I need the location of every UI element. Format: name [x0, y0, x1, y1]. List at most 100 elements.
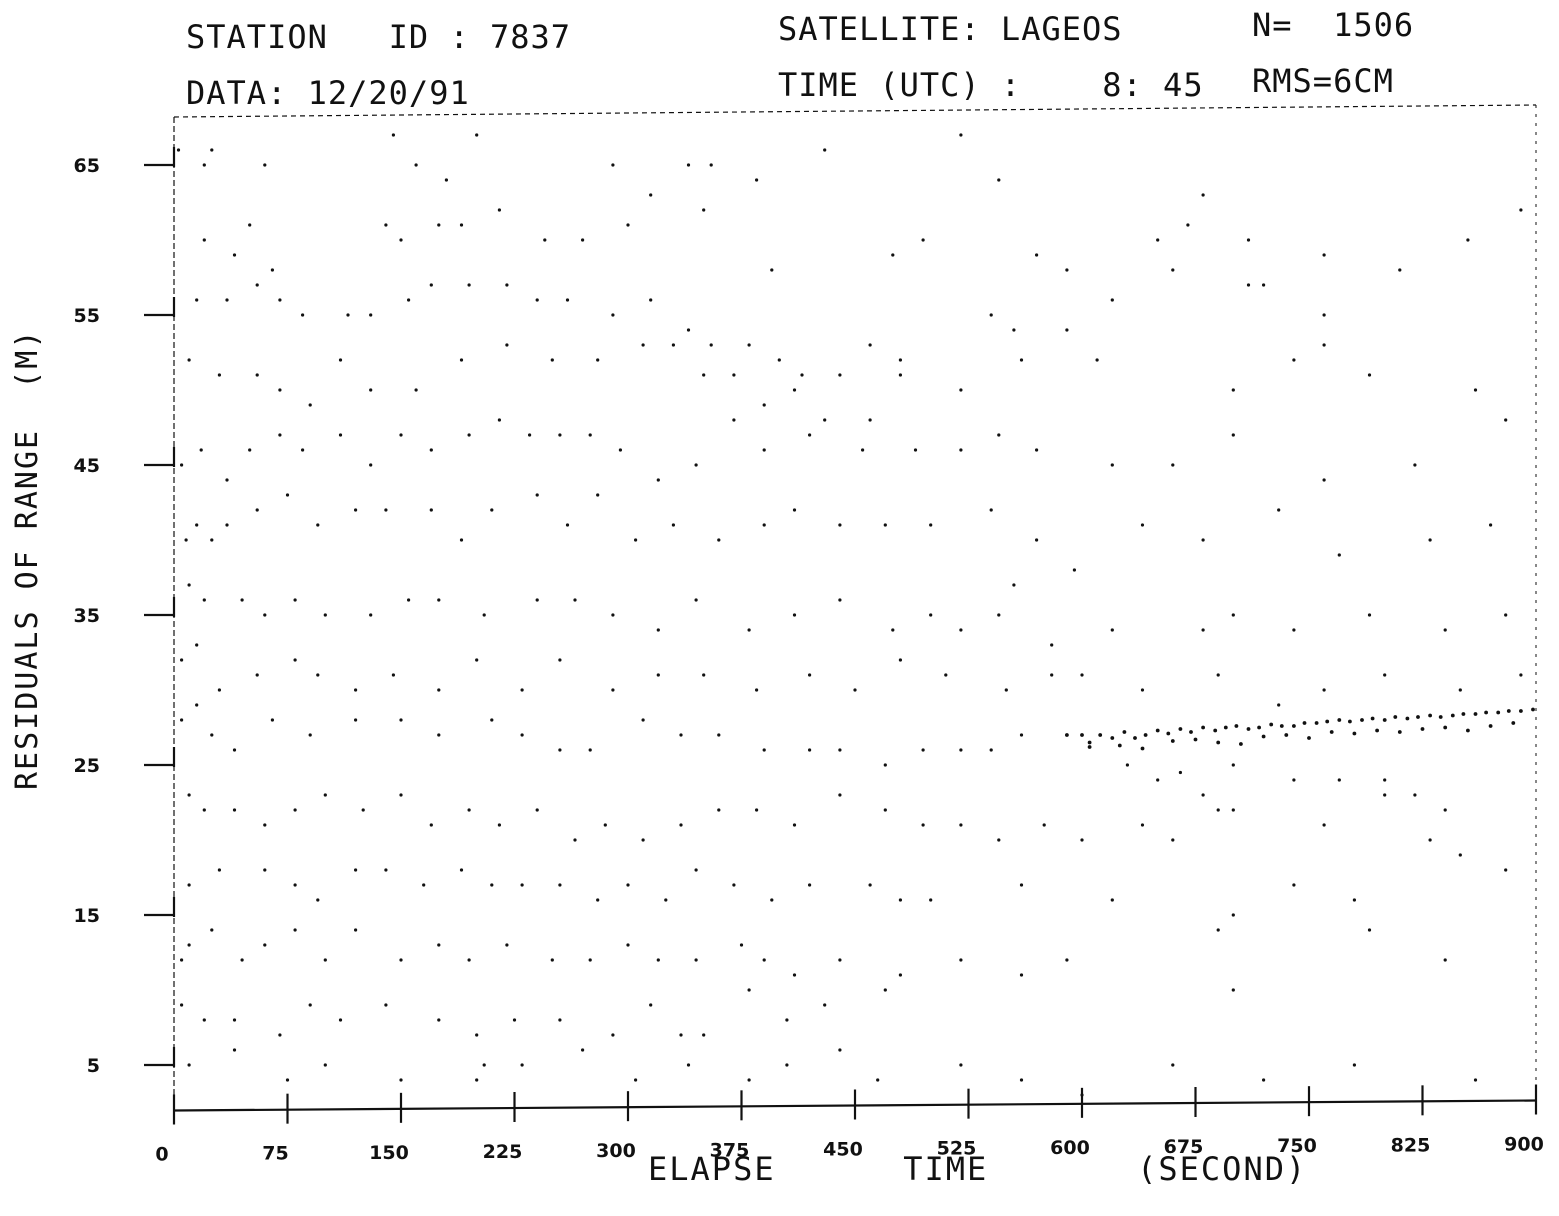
data-point: [792, 508, 797, 512]
data-point: [1292, 358, 1296, 362]
data-point: [686, 1063, 691, 1067]
data-point: [475, 133, 479, 137]
data-point: [1035, 448, 1039, 452]
data-point: [323, 958, 327, 962]
data-point: [588, 433, 592, 437]
data-point: [520, 733, 524, 737]
data-point: [989, 508, 993, 512]
data-point: [1420, 727, 1425, 731]
data-point: [823, 418, 827, 422]
data-point: [792, 613, 797, 617]
data-point: [1110, 463, 1114, 467]
data-point: [1231, 388, 1235, 392]
data-point: [1393, 715, 1398, 719]
data-point: [1193, 737, 1198, 742]
data-point: [777, 358, 781, 362]
data-point: [429, 448, 433, 452]
data-point: [1383, 793, 1387, 797]
data-point: [1337, 553, 1341, 557]
data-point: [1050, 673, 1054, 677]
data-point: [1322, 688, 1326, 692]
data-point: [1019, 883, 1024, 887]
data-point: [1443, 725, 1448, 730]
data-point: [1171, 838, 1175, 842]
data-point: [732, 373, 736, 377]
data-point: [184, 538, 188, 542]
data-point: [702, 1033, 706, 1037]
data-point: [588, 748, 592, 752]
data-point: [384, 508, 388, 512]
data-point: [467, 808, 471, 812]
data-point: [1231, 808, 1235, 812]
data-point: [1450, 713, 1455, 718]
data-point: [1140, 523, 1145, 527]
data-point: [497, 418, 501, 422]
data-point: [293, 658, 297, 662]
data-point: [1050, 643, 1054, 647]
data-point: [467, 283, 471, 287]
data-point: [1019, 733, 1024, 737]
data-point: [656, 958, 660, 962]
data-point: [1133, 736, 1137, 740]
data-point: [762, 448, 766, 452]
data-point: [861, 448, 865, 452]
data-point: [429, 508, 433, 512]
data-point: [891, 628, 895, 632]
data-point: [565, 523, 570, 527]
x-tick-label: 75: [262, 1143, 288, 1165]
data-point: [838, 598, 842, 602]
data-point: [1178, 727, 1183, 731]
y-tick-label: 55: [74, 305, 100, 327]
data-point: [180, 718, 184, 722]
data-point: [1234, 724, 1239, 728]
plot-frame: [173, 104, 1537, 1112]
data-point: [323, 613, 327, 617]
data-point: [482, 1063, 486, 1067]
data-point: [959, 823, 963, 827]
data-point: [679, 823, 683, 827]
data-point: [323, 793, 327, 797]
data-point: [399, 718, 403, 722]
data-point: [823, 148, 827, 152]
data-point: [558, 433, 562, 437]
data-point: [1504, 418, 1508, 422]
data-point: [437, 943, 441, 947]
x-tick-label: 525: [937, 1138, 977, 1160]
data-point: [1322, 253, 1326, 257]
data-point: [1322, 313, 1326, 317]
data-point: [808, 748, 812, 752]
data-point: [1352, 731, 1357, 736]
data-point: [180, 1003, 184, 1007]
data-point: [316, 523, 320, 527]
data-point: [671, 523, 676, 527]
data-point: [1398, 268, 1402, 272]
data-point: [1269, 722, 1274, 727]
data-point: [459, 868, 464, 872]
y-tick-label: 15: [74, 905, 100, 927]
data-point: [792, 973, 797, 977]
data-point: [255, 283, 259, 287]
data-point: [1122, 730, 1127, 734]
data-point: [1019, 358, 1024, 362]
data-point: [1473, 712, 1478, 716]
data-point: [467, 433, 471, 437]
data-point: [641, 838, 645, 842]
data-point: [1370, 716, 1375, 721]
data-point: [399, 1078, 403, 1082]
data-point: [1065, 733, 1069, 737]
data-point: [293, 928, 297, 932]
data-point: [1438, 715, 1443, 719]
data-point: [929, 898, 933, 902]
data-point: [1231, 988, 1235, 992]
data-point: [762, 958, 766, 962]
data-point: [263, 943, 267, 947]
data-point: [293, 598, 297, 602]
data-point: [823, 1003, 827, 1007]
data-point: [505, 343, 509, 347]
data-point: [1087, 740, 1092, 745]
data-point: [898, 898, 903, 902]
data-point: [694, 958, 698, 962]
data-point: [1110, 736, 1115, 740]
data-point: [921, 823, 925, 827]
data-point: [1504, 613, 1508, 617]
